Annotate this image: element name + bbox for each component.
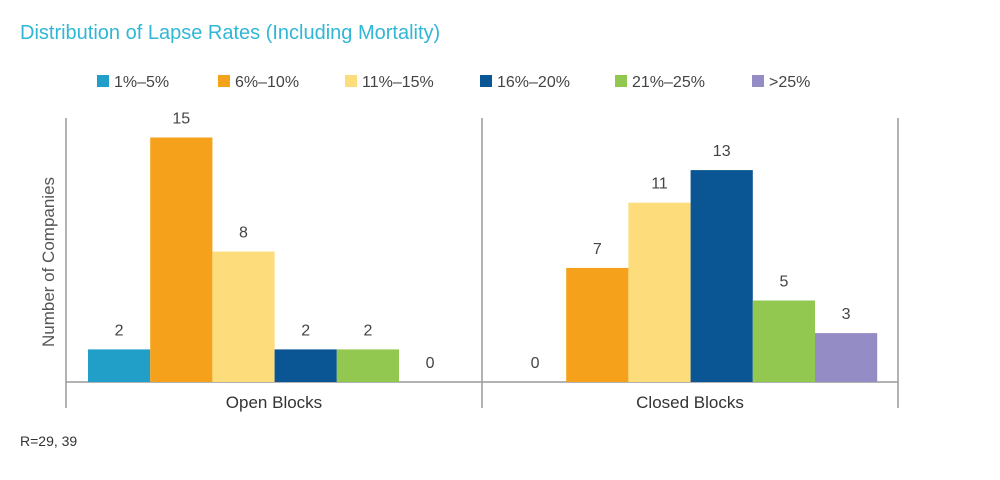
footnote: R=29, 39 xyxy=(20,433,77,449)
legend-swatch xyxy=(97,75,109,87)
category-label: Closed Blocks xyxy=(636,393,744,412)
legend-label: 6%–10% xyxy=(235,74,299,91)
legend-label: 1%–5% xyxy=(114,74,169,91)
chart-title: Distribution of Lapse Rates (Including M… xyxy=(20,22,440,44)
data-label: 5 xyxy=(779,274,788,291)
legend-label: 21%–25% xyxy=(632,74,705,91)
bar xyxy=(150,137,213,382)
bar xyxy=(752,300,815,382)
data-label: 2 xyxy=(301,322,310,339)
legend-swatch xyxy=(345,75,357,87)
legend-label: 11%–15% xyxy=(362,74,434,91)
data-label: 13 xyxy=(713,143,731,160)
data-labels: 2 15 8 2 2 0 0 7 11 13 5 3 xyxy=(115,111,851,373)
data-label: 0 xyxy=(531,355,540,372)
data-label: 3 xyxy=(842,306,851,323)
data-label: 7 xyxy=(593,241,602,258)
bars xyxy=(88,137,878,382)
category-label: Open Blocks xyxy=(226,393,322,412)
bar xyxy=(566,267,629,382)
legend-label: >25% xyxy=(769,74,810,91)
data-label: 15 xyxy=(172,111,190,128)
y-axis-title: Number of Companies xyxy=(39,177,58,347)
legend-swatch xyxy=(480,75,492,87)
bar xyxy=(88,349,151,382)
bar xyxy=(336,349,399,382)
bar xyxy=(690,170,753,382)
legend-swatch xyxy=(752,75,764,87)
bar xyxy=(274,349,337,382)
bar xyxy=(628,202,691,382)
legend: 1%–5% 6%–10% 11%–15% 16%–20% 21%–25% >25% xyxy=(97,74,810,91)
bar xyxy=(212,251,275,382)
legend-swatch xyxy=(218,75,230,87)
bar xyxy=(815,333,878,382)
legend-swatch xyxy=(615,75,627,87)
category-labels: Open Blocks Closed Blocks xyxy=(226,393,744,412)
data-label: 2 xyxy=(363,322,372,339)
data-label: 0 xyxy=(426,355,435,372)
data-label: 11 xyxy=(651,176,668,193)
data-label: 2 xyxy=(115,322,124,339)
data-label: 8 xyxy=(239,225,248,242)
legend-label: 16%–20% xyxy=(497,74,570,91)
